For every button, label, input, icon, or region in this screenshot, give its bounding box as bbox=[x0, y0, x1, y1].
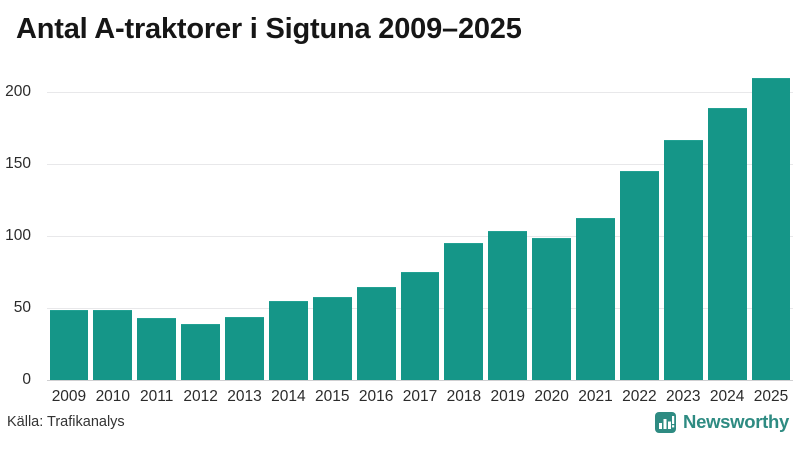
plot-area: 0 50 100 150 200 2009 2010 2011 2012 2013 2014 201… bbox=[5, 70, 793, 405]
bar-slot bbox=[135, 70, 179, 380]
x-axis-tick-label: 2013 bbox=[227, 388, 262, 405]
bar-2025[interactable] bbox=[751, 77, 791, 380]
bar-2020[interactable] bbox=[532, 237, 572, 380]
bar-slot bbox=[617, 70, 661, 380]
y-axis-tick-label: 100 bbox=[5, 226, 31, 244]
bar-chart-icon bbox=[655, 411, 677, 433]
x-axis-tick-label: 2020 bbox=[534, 388, 569, 405]
bar-slot bbox=[442, 70, 486, 380]
bar-2011[interactable] bbox=[137, 318, 177, 380]
bar-series bbox=[47, 70, 793, 380]
y-axis-tick-label: 0 bbox=[22, 371, 31, 388]
bar-2019[interactable] bbox=[488, 230, 528, 380]
bar-slot bbox=[310, 70, 354, 380]
bar-2013[interactable] bbox=[225, 317, 264, 380]
x-axis-tick-label: 2021 bbox=[578, 388, 613, 405]
bar-slot bbox=[749, 70, 793, 380]
x-axis-tick-label: 2022 bbox=[622, 388, 657, 405]
bar-2016[interactable] bbox=[356, 286, 396, 380]
x-axis-tick-label: 2017 bbox=[402, 388, 438, 405]
chart-footer: Källa: Trafikanalys Newsworthy bbox=[0, 408, 800, 450]
bar-slot bbox=[574, 70, 618, 380]
bar-slot bbox=[47, 70, 91, 380]
newsworthy-logo[interactable]: Newsworthy bbox=[655, 411, 789, 433]
x-axis-tick-label: 2016 bbox=[358, 388, 394, 405]
bar-2024[interactable] bbox=[707, 107, 747, 380]
x-axis-tick-label: 2018 bbox=[446, 388, 482, 405]
bar-slot bbox=[661, 70, 705, 380]
bar-slot bbox=[266, 70, 310, 380]
x-axis-tick-label: 2019 bbox=[490, 388, 525, 405]
x-axis-tick-label: 2024 bbox=[709, 388, 745, 405]
bar-2009[interactable] bbox=[49, 309, 89, 380]
bar-slot bbox=[530, 70, 574, 380]
bar-2022[interactable] bbox=[619, 171, 659, 380]
bar-slot bbox=[223, 70, 267, 380]
x-axis-tick-label: 2011 bbox=[140, 388, 174, 405]
bar-slot bbox=[354, 70, 398, 380]
bar-slot bbox=[705, 70, 749, 380]
brand-name: Newsworthy bbox=[683, 411, 789, 432]
x-axis-tick-label: 2025 bbox=[753, 388, 789, 405]
x-axis-tick-label: 2015 bbox=[314, 388, 350, 405]
bar-2018[interactable] bbox=[444, 243, 484, 380]
y-axis-tick-label: 50 bbox=[13, 298, 31, 316]
bar-slot bbox=[398, 70, 442, 380]
gridline-150 bbox=[47, 163, 793, 165]
gridline-0 bbox=[47, 380, 793, 381]
x-axis-tick-label: 2010 bbox=[95, 388, 131, 405]
chart-title: Antal A-traktorer i Sigtuna 2009–2025 bbox=[16, 13, 522, 45]
gridline-200 bbox=[47, 91, 793, 93]
bar-2010[interactable] bbox=[93, 309, 133, 380]
bar-2017[interactable] bbox=[400, 272, 440, 380]
bar-2014[interactable] bbox=[268, 301, 308, 380]
bar-2012[interactable] bbox=[181, 324, 221, 380]
bar-2023[interactable] bbox=[663, 139, 703, 380]
x-axis-tick-label: 2014 bbox=[271, 388, 306, 405]
bar-2015[interactable] bbox=[312, 296, 352, 380]
x-axis-tick-label: 2012 bbox=[183, 388, 218, 405]
gridline-100 bbox=[47, 235, 793, 237]
bar-slot bbox=[91, 70, 135, 380]
y-axis-tick-label: 150 bbox=[5, 154, 31, 172]
bar-slot bbox=[179, 70, 223, 380]
bar-2021[interactable] bbox=[576, 217, 615, 380]
x-axis-tick-label: 2023 bbox=[666, 388, 701, 405]
y-axis-tick-label: 200 bbox=[5, 82, 31, 100]
bar-slot bbox=[486, 70, 530, 380]
x-axis-tick-label: 2009 bbox=[51, 388, 87, 405]
source-note: Källa: Trafikanalys bbox=[7, 414, 125, 430]
